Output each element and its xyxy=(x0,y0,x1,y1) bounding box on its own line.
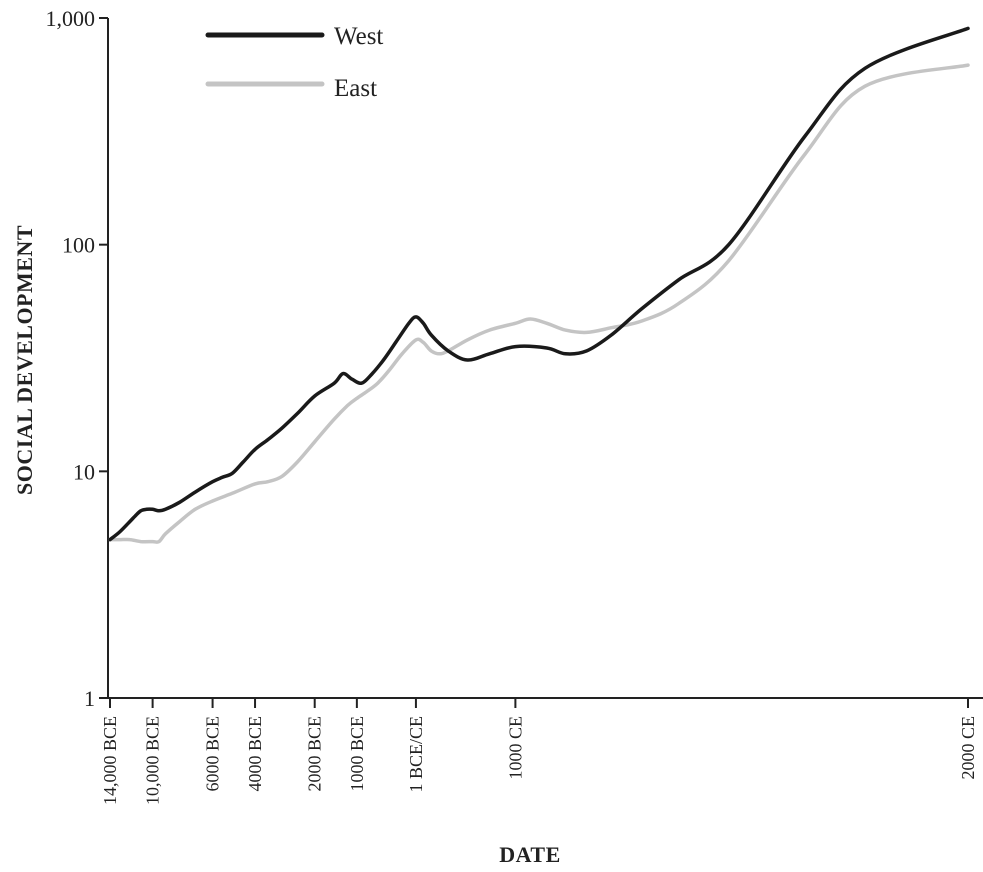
axes-layer xyxy=(107,18,983,699)
y-tick-label: 100 xyxy=(62,233,95,258)
x-tick-label: 4000 BCE xyxy=(245,716,265,792)
legend-label-west: West xyxy=(334,23,383,50)
legend: West East xyxy=(205,23,383,102)
series-line-east xyxy=(108,63,970,544)
y-tick-label: 10 xyxy=(73,459,95,484)
series-line-west xyxy=(108,26,970,542)
x-tick-label: 1000 CE xyxy=(505,716,525,780)
x-tick-label: 1000 BCE xyxy=(347,716,367,792)
series-layer xyxy=(108,26,970,544)
x-ticks-layer: 14,000 BCE 10,000 BCE 6000 BCE 4000 BCE 2000… xyxy=(100,698,978,805)
x-tick-label: 2000 BCE xyxy=(305,716,325,792)
y-axis-title: SOCIAL DEVELOPMENT xyxy=(12,225,37,495)
x-axis-title: DATE xyxy=(499,842,561,867)
x-tick-label: 14,000 BCE xyxy=(100,716,120,805)
x-tick-label: 2000 CE xyxy=(958,716,978,780)
legend-label-east: East xyxy=(334,75,377,102)
y-tick-label: 1,000 xyxy=(46,6,96,31)
x-tick-label: 1 BCE/CE xyxy=(406,716,426,793)
x-tick-label: 6000 BCE xyxy=(203,716,223,792)
y-tick-label: 1 xyxy=(84,686,95,711)
y-ticks-layer: 1 10 100 1,000 xyxy=(46,6,108,711)
x-tick-label: 10,000 BCE xyxy=(143,716,163,805)
